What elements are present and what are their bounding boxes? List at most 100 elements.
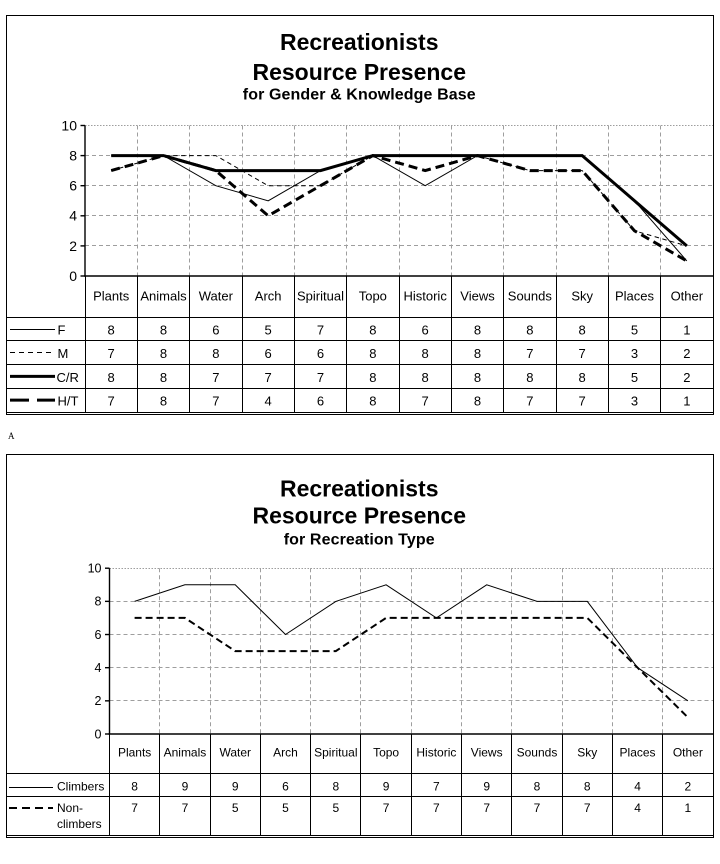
svg-text:7: 7 — [433, 780, 440, 794]
svg-text:8: 8 — [160, 346, 167, 361]
svg-text:Sky: Sky — [577, 746, 597, 760]
svg-text:8: 8 — [422, 370, 429, 385]
svg-text:Non-: Non- — [57, 801, 83, 815]
svg-text:8: 8 — [369, 370, 376, 385]
svg-text:4: 4 — [634, 780, 641, 794]
svg-text:7: 7 — [579, 394, 586, 409]
svg-text:Places: Places — [620, 746, 656, 760]
svg-text:Arch: Arch — [273, 746, 298, 760]
svg-text:0: 0 — [95, 727, 102, 741]
svg-text:6: 6 — [317, 346, 324, 361]
svg-text:7: 7 — [526, 346, 533, 361]
svg-text:2: 2 — [685, 780, 692, 794]
svg-text:8: 8 — [108, 322, 115, 337]
svg-text:7: 7 — [212, 370, 219, 385]
svg-text:Plants: Plants — [93, 289, 130, 304]
svg-text:Animals: Animals — [140, 289, 187, 304]
svg-text:8: 8 — [369, 394, 376, 409]
svg-text:9: 9 — [383, 780, 390, 794]
svg-text:5: 5 — [265, 322, 272, 337]
svg-text:3: 3 — [631, 394, 638, 409]
svg-text:7: 7 — [579, 346, 586, 361]
svg-text:2: 2 — [95, 694, 102, 708]
svg-text:10: 10 — [88, 562, 102, 576]
svg-text:A: A — [8, 431, 15, 441]
svg-text:8: 8 — [474, 346, 481, 361]
svg-text:8: 8 — [534, 780, 541, 794]
svg-text:for Recreation Type: for Recreation Type — [284, 532, 435, 549]
svg-text:Animals: Animals — [164, 746, 207, 760]
svg-text:3: 3 — [631, 346, 638, 361]
svg-text:climbers: climbers — [57, 817, 102, 831]
svg-text:6: 6 — [95, 628, 102, 642]
svg-text:8: 8 — [369, 322, 376, 337]
svg-text:9: 9 — [483, 780, 490, 794]
svg-text:Arch: Arch — [255, 289, 282, 304]
svg-text:C/R: C/R — [57, 370, 79, 385]
svg-text:8: 8 — [95, 595, 102, 609]
svg-text:Historic: Historic — [403, 289, 447, 304]
svg-text:Climbers: Climbers — [57, 780, 104, 794]
svg-text:5: 5 — [282, 801, 289, 815]
svg-text:Places: Places — [615, 289, 655, 304]
svg-text:7: 7 — [584, 801, 591, 815]
svg-text:Sky: Sky — [571, 289, 593, 304]
svg-text:4: 4 — [95, 661, 102, 675]
svg-text:Historic: Historic — [416, 746, 456, 760]
svg-text:F: F — [58, 322, 66, 337]
svg-text:7: 7 — [483, 801, 490, 815]
svg-text:7: 7 — [317, 322, 324, 337]
svg-text:Recreationists: Recreationists — [280, 29, 439, 55]
svg-text:8: 8 — [474, 370, 481, 385]
svg-text:7: 7 — [422, 394, 429, 409]
svg-text:Spiritual: Spiritual — [297, 289, 344, 304]
svg-text:5: 5 — [631, 322, 638, 337]
svg-text:2: 2 — [683, 346, 690, 361]
svg-text:Views: Views — [460, 289, 495, 304]
svg-text:7: 7 — [108, 346, 115, 361]
svg-text:8: 8 — [369, 346, 376, 361]
svg-text:7: 7 — [317, 370, 324, 385]
svg-text:Recreationists: Recreationists — [280, 476, 439, 502]
svg-text:8: 8 — [160, 322, 167, 337]
svg-text:6: 6 — [422, 322, 429, 337]
svg-text:Other: Other — [673, 746, 703, 760]
svg-text:Resource Presence: Resource Presence — [252, 503, 466, 529]
svg-text:1: 1 — [683, 394, 690, 409]
svg-text:H/T: H/T — [58, 394, 79, 409]
svg-text:7: 7 — [182, 801, 189, 815]
svg-text:Sounds: Sounds — [508, 289, 553, 304]
svg-text:5: 5 — [332, 801, 339, 815]
svg-text:Topo: Topo — [373, 746, 399, 760]
svg-text:1: 1 — [683, 322, 690, 337]
svg-text:7: 7 — [534, 801, 541, 815]
svg-text:7: 7 — [131, 801, 138, 815]
svg-text:8: 8 — [131, 780, 138, 794]
svg-text:Resource Presence: Resource Presence — [252, 59, 466, 85]
svg-text:Plants: Plants — [118, 746, 151, 760]
svg-text:8: 8 — [108, 370, 115, 385]
svg-text:8: 8 — [584, 780, 591, 794]
svg-text:8: 8 — [579, 370, 586, 385]
svg-text:1: 1 — [685, 801, 692, 815]
svg-text:Topo: Topo — [359, 289, 387, 304]
svg-text:7: 7 — [526, 394, 533, 409]
svg-text:6: 6 — [317, 394, 324, 409]
svg-text:Other: Other — [671, 289, 704, 304]
svg-text:6: 6 — [282, 780, 289, 794]
svg-text:M: M — [58, 346, 69, 361]
svg-text:8: 8 — [160, 370, 167, 385]
svg-text:8: 8 — [332, 780, 339, 794]
svg-text:Sounds: Sounds — [517, 746, 558, 760]
svg-text:8: 8 — [422, 346, 429, 361]
svg-text:4: 4 — [69, 208, 77, 224]
svg-text:9: 9 — [232, 780, 239, 794]
svg-text:8: 8 — [526, 322, 533, 337]
svg-text:Water: Water — [199, 289, 234, 304]
svg-text:Water: Water — [219, 746, 251, 760]
svg-text:for Gender & Knowledge Base: for Gender & Knowledge Base — [243, 87, 476, 104]
svg-text:8: 8 — [526, 370, 533, 385]
svg-text:0: 0 — [69, 268, 77, 284]
svg-text:7: 7 — [212, 394, 219, 409]
svg-text:7: 7 — [108, 394, 115, 409]
